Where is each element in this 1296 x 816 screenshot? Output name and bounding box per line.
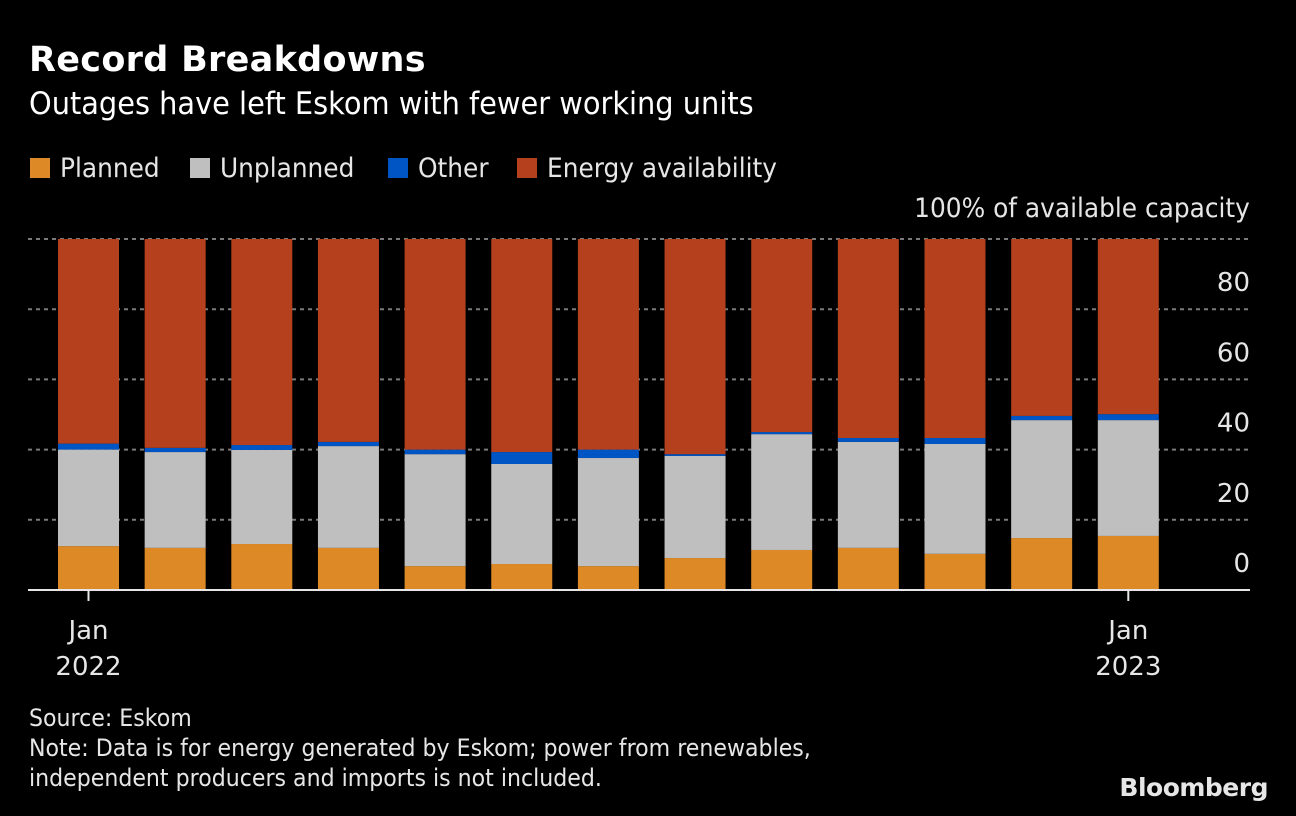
bar-planned [1011,538,1073,590]
bar-unplanned [491,463,553,565]
bar-unplanned [404,454,466,567]
bar-unplanned [751,434,813,550]
bar-stack [144,239,206,590]
bar-energy-availability [577,239,639,450]
bar-energy-availability [1097,239,1159,415]
bar-planned [317,547,379,590]
bar-other [231,445,293,450]
bar-other [664,454,726,456]
legend-label-other: Other [418,152,489,184]
bar-other [837,438,899,442]
bar-stack [664,239,726,590]
bar-planned [144,547,206,590]
legend-item-energy-availability: Energy availability [517,153,797,184]
bar-other [144,447,206,453]
bar-energy-availability [1011,239,1073,416]
legend-swatch-planned [30,158,50,178]
note-line-1: Note: Data is for energy generated by Es… [29,734,811,762]
bar-planned [577,566,639,590]
bar-other [58,443,119,450]
bloomberg-logo: Bloomberg [1119,773,1268,802]
bar-unplanned [664,455,726,559]
bar-unplanned [58,449,119,547]
chart-title: Record Breakdowns [29,40,426,80]
bar-stack [491,239,553,590]
y-tick-label: 20 [1217,479,1250,509]
bar-energy-availability [924,239,986,439]
legend-item-unplanned: Unplanned [190,153,366,184]
bar-unplanned [317,446,379,548]
chart-subtitle: Outages have left Eskom with fewer worki… [29,86,754,122]
bar-energy-availability [491,239,553,453]
x-tick-label-month: Jan [1106,616,1148,646]
x-tick-label-year: 2022 [55,652,121,682]
bar-stack [1011,239,1073,590]
bar-unplanned [1097,420,1159,536]
bar-energy-availability [404,239,466,450]
bar-energy-availability [317,239,379,442]
legend-item-other: Other [388,153,495,184]
bar-other [751,432,813,435]
bar-energy-availability [664,239,726,455]
x-tick-label-month: Jan [66,616,108,646]
bars [58,239,1159,590]
bar-planned [58,546,119,590]
bar-stack [231,239,293,590]
y-tick-label: 80 [1217,268,1250,298]
bar-stack [751,239,813,590]
legend-label-energy-availability: Energy availability [547,152,777,184]
axes: 0 20 40 60 80 Jan 2022 Jan 2023 [28,268,1250,682]
bar-other [404,449,466,455]
bar-energy-availability [837,239,899,439]
bar-planned [231,544,293,590]
bar-planned [491,564,553,590]
legend-swatch-other [388,158,409,178]
bar-stack [404,239,466,590]
source-text: Source: Eskom [29,704,192,732]
bar-stack [577,239,639,590]
bar-unplanned [144,452,206,548]
legend-label-unplanned: Unplanned [220,152,355,184]
bar-planned [837,547,899,590]
bar-other [1011,415,1073,421]
legend-swatch-energy-availability [517,158,538,178]
footer: Source: Eskom Note: Data is for energy g… [29,703,811,793]
bar-unplanned [1011,420,1073,539]
bar-planned [924,553,986,590]
bar-stack [924,239,986,590]
bar-planned [1097,535,1159,590]
bar-stack [1097,239,1159,590]
bar-planned [751,549,813,590]
legend: Planned Unplanned Other Energy availabil… [30,150,819,186]
legend-swatch-unplanned [190,158,211,178]
bar-stack [317,239,379,590]
bar-planned [664,558,726,590]
bar-energy-availability [751,239,813,433]
bar-planned [404,566,466,590]
x-tick-label-year: 2023 [1095,652,1161,682]
bar-other [924,438,986,444]
bar-unplanned [577,458,639,567]
bar-unplanned [837,441,899,548]
bar-other [577,449,639,459]
bar-energy-availability [231,239,293,446]
legend-item-planned: Planned [30,153,168,184]
bar-stack [837,239,899,590]
bar-other [491,452,553,464]
note-line-2: independent producers and imports is not… [29,764,602,792]
y-tick-label: 0 [1233,549,1250,579]
bar-stack [58,239,119,590]
y-axis-unit-label: 100% of available capacity [914,193,1250,224]
bar-unplanned [924,443,986,554]
bar-energy-availability [58,239,119,444]
bar-other [317,441,379,447]
bar-other [1097,414,1159,421]
y-tick-label: 40 [1217,409,1250,439]
legend-label-planned: Planned [60,152,160,184]
bar-energy-availability [144,239,206,448]
y-tick-label: 60 [1217,338,1250,368]
bar-unplanned [231,449,293,545]
